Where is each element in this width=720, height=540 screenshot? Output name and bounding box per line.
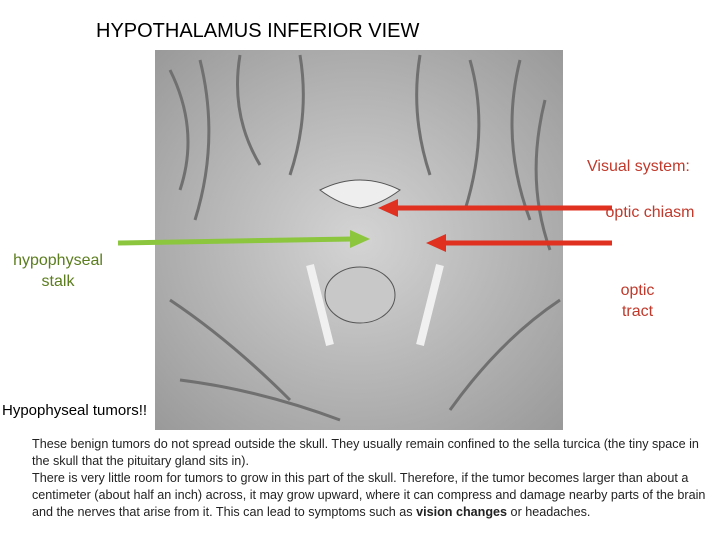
visual-system-label: Visual system: <box>587 158 690 175</box>
title: HYPOTHALAMUS INFERIOR VIEW <box>96 20 420 42</box>
paragraph: These benign tumors do not spread outsid… <box>32 436 714 470</box>
body-text: These benign tumors do not spread outsid… <box>32 436 714 521</box>
arrows <box>117 199 612 252</box>
stalk-label: hypophyseal stalk <box>13 252 103 290</box>
bold-text: vision changes <box>416 505 508 519</box>
optic-chiasm-shape <box>319 179 401 209</box>
heading: Hypophyseal tumors!! <box>2 402 148 419</box>
paragraph: There is very little room for tumors to … <box>32 470 714 521</box>
text: These benign tumors do not spread outsid… <box>32 437 699 468</box>
mammillary <box>324 266 396 324</box>
text: There is very little room for tumors to … <box>32 471 706 519</box>
optic-chiasm-label: optic chiasm <box>605 204 695 221</box>
optic-tracts <box>306 264 444 346</box>
text: or headaches. <box>507 505 591 519</box>
optic-tract-label: optic tract <box>620 282 655 320</box>
brain-folds <box>168 54 561 422</box>
